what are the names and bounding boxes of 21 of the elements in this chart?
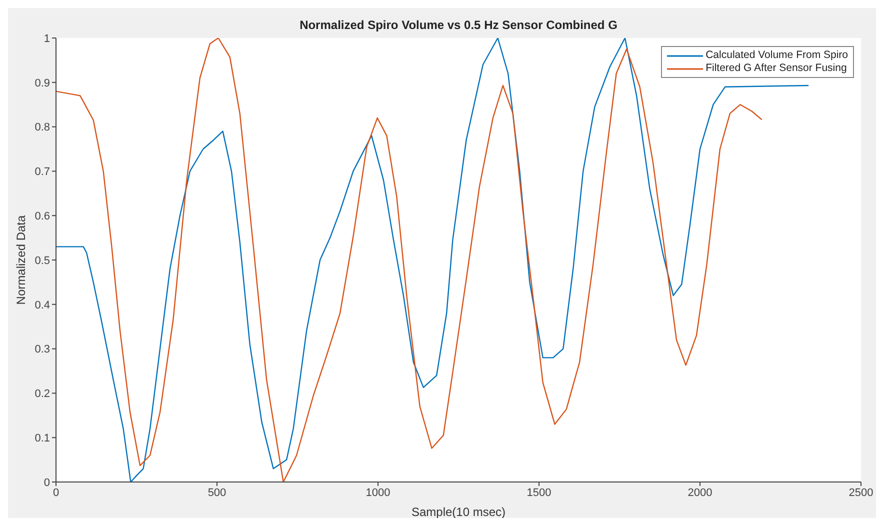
y-tick-label: 1 [44, 32, 50, 45]
y-axis-title: Normalized Data [14, 214, 28, 305]
legend-label: Calculated Volume From Spiro [706, 49, 848, 62]
y-tick-label: 0.7 [34, 166, 50, 178]
y-tick-label: 0.2 [34, 388, 50, 400]
y-tick-label: 0.5 [34, 254, 50, 267]
x-tick-label: 2500 [848, 486, 874, 499]
x-tick-label: 1000 [366, 486, 390, 499]
legend-label: Filtered G After Sensor Fusing [706, 62, 847, 75]
x-tick-label: 2000 [688, 486, 712, 499]
x-tick-label: 1500 [526, 486, 552, 499]
y-tick-label: 0.3 [34, 344, 50, 356]
x-tick-label: 500 [208, 486, 226, 499]
y-tick-label: 0.9 [34, 77, 50, 90]
y-tick-label: 0.1 [34, 432, 50, 445]
y-tick-label: 0 [44, 476, 50, 489]
chart-title: Normalized Spiro Volume vs 0.5 Hz Sensor Combined G [298, 18, 618, 32]
y-tick-label: 0.4 [34, 299, 50, 312]
y-tick-label: 0.6 [34, 210, 50, 223]
x-tick-label: 0 [52, 486, 60, 499]
y-tick-label: 0.8 [34, 122, 50, 134]
